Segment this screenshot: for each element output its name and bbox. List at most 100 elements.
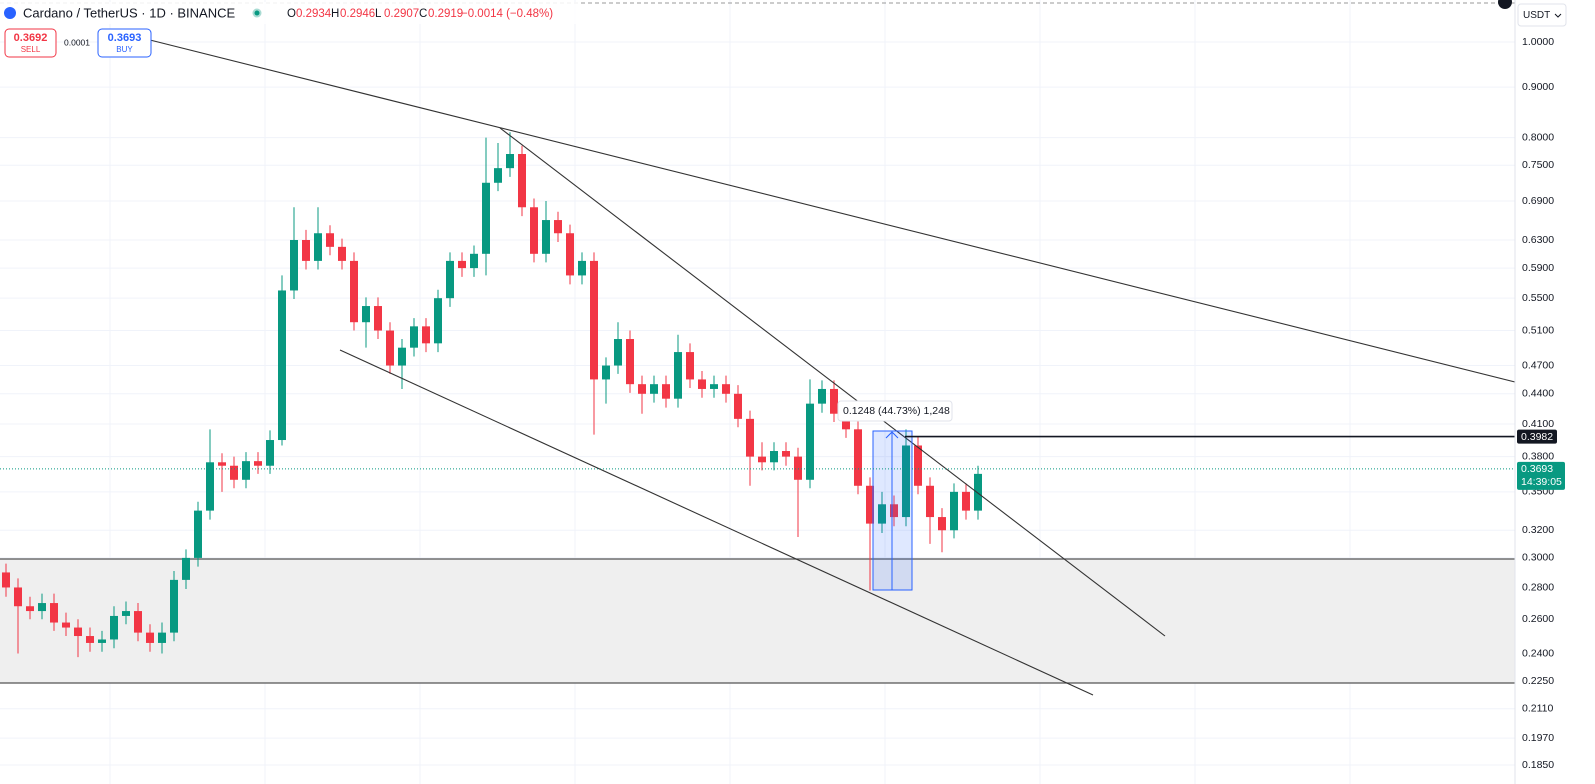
y-tick-label: 0.2110 [1522, 702, 1553, 714]
candle-body [734, 393, 742, 419]
candle-body [722, 384, 730, 394]
candles [2, 132, 982, 658]
sell-price[interactable]: 0.3692 [14, 32, 48, 44]
candle-body [806, 403, 814, 480]
candle-body [962, 491, 970, 511]
candle-body [614, 339, 622, 366]
candle-body [506, 154, 514, 169]
candle-body [794, 456, 802, 480]
candle-body [242, 461, 250, 480]
candle-body [74, 627, 82, 637]
candle-body [422, 326, 430, 344]
candle-body [686, 352, 694, 380]
candle-body [230, 465, 238, 480]
y-tick-label: 0.3200 [1522, 524, 1554, 536]
candle-body [14, 587, 22, 607]
candle-body [902, 445, 910, 518]
candle-body [374, 306, 382, 331]
candle-body [326, 233, 334, 247]
y-tick-label: 0.2250 [1522, 675, 1554, 687]
candle-body [110, 615, 118, 640]
candle-body [278, 290, 286, 441]
measure-label: 0.1248 (44.73%) 1,248 [843, 405, 950, 417]
header-bg [0, 2, 580, 24]
candle-body [122, 611, 130, 616]
candle-body [146, 632, 154, 643]
ohlc-label: L [375, 8, 382, 20]
candle-body [434, 298, 442, 344]
y-tick-label: 0.7500 [1522, 159, 1554, 171]
candle-body [950, 491, 958, 531]
candle-body [50, 603, 58, 623]
candle-body [158, 632, 166, 643]
candle-body [518, 154, 526, 208]
y-tick-label: 0.5500 [1522, 292, 1554, 304]
y-tick-label: 1.0000 [1522, 36, 1554, 48]
candle-body [590, 260, 598, 380]
candle-body [542, 220, 550, 254]
candle-body [458, 260, 466, 269]
candle-body [302, 239, 310, 261]
candle-body [38, 603, 46, 612]
y-tick-label: 0.5100 [1522, 324, 1554, 336]
candle-body [194, 510, 202, 558]
candle-body [218, 462, 226, 466]
ohlc-value: 0.2946 [340, 8, 375, 20]
buy-label[interactable]: BUY [116, 45, 133, 54]
candle-body [626, 339, 634, 385]
y-tick-label: 0.1970 [1522, 732, 1554, 744]
y-tick-label: 0.3000 [1522, 552, 1554, 564]
y-tick-label: 0.3800 [1522, 450, 1554, 462]
y-tick-label: 0.2800 [1522, 581, 1554, 593]
status-dot [254, 10, 260, 16]
candle-body [758, 456, 766, 463]
support-zone [0, 559, 1515, 683]
candle-body [98, 639, 106, 643]
candle-body [338, 246, 346, 261]
candle-body [134, 611, 142, 633]
countdown: 14:39:05 [1521, 476, 1562, 488]
y-tick-label: 0.1850 [1522, 759, 1554, 771]
buy-button[interactable] [97, 28, 152, 58]
ohlc-label: C [419, 8, 427, 20]
candle-body [602, 365, 610, 380]
candle-body [878, 504, 886, 524]
y-tick-label: 0.2400 [1522, 647, 1554, 659]
symbol-icon [4, 7, 16, 19]
ohlc-value: 0.2907 [384, 8, 419, 20]
candle-body [170, 579, 178, 633]
sell-label[interactable]: SELL [21, 45, 41, 54]
candle-body [206, 462, 214, 511]
candle-body [530, 207, 538, 254]
candle-body [698, 379, 706, 389]
trend-line [149, 39, 1516, 383]
candle-body [554, 220, 562, 234]
level-tag [1517, 429, 1557, 444]
candle-body [746, 418, 754, 457]
candle-body [86, 636, 94, 643]
y-tick-label: 0.5900 [1522, 262, 1554, 274]
currency-label[interactable]: USDT [1523, 10, 1550, 21]
y-tick-label: 0.8000 [1522, 131, 1554, 143]
y-tick-label: 0.2600 [1522, 613, 1554, 625]
candle-body [866, 485, 874, 524]
last-price-tag [1517, 461, 1565, 490]
candle-body [446, 260, 454, 299]
candle-body [818, 388, 826, 404]
y-tick-label: 0.6300 [1522, 234, 1554, 246]
candle-body [362, 306, 370, 323]
last-price-label: 0.3693 [1521, 463, 1553, 475]
sell-button[interactable] [4, 28, 57, 58]
candle-body [182, 557, 190, 580]
buy-price[interactable]: 0.3693 [108, 32, 142, 44]
candle-body [62, 622, 70, 628]
settings-icon[interactable] [1498, 0, 1512, 9]
y-tick-label: 0.4700 [1522, 359, 1554, 371]
currency-select[interactable] [1517, 3, 1567, 27]
candle-body [566, 233, 574, 276]
candle-body [26, 606, 34, 612]
candle-body [410, 326, 418, 348]
candle-body [482, 182, 490, 254]
trend-lines [149, 39, 1516, 696]
y-tick-label: 0.4100 [1522, 418, 1554, 430]
